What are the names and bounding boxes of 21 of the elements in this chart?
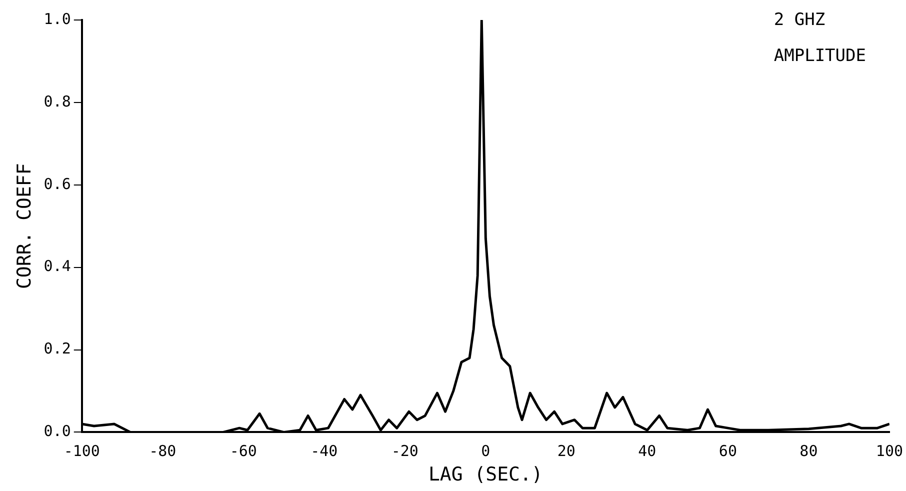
x-tick-label: -80 [149,442,176,460]
y-tick-label: 0.6 [44,174,71,193]
x-tick-label: 0 [481,442,490,460]
y-tick-label: 0.0 [44,422,71,440]
y-tick-label: 1.0 [44,10,71,28]
x-tick-label: -40 [310,442,338,460]
x-tick-label: 40 [638,442,656,460]
y-tick-label: 0.2 [44,340,71,358]
y-tick-label: 0.8 [44,92,71,110]
x-tick-label: 60 [718,442,737,460]
x-tick-label: 20 [557,442,576,460]
x-axis-title: LAG (SEC.) [428,464,543,486]
x-tick-label: 100 [876,442,903,460]
x-tick-label: 80 [800,442,818,460]
y-axis-title: CORR. COEFF [13,163,36,290]
annotation: AMPLITUDE [774,45,866,68]
x-tick-label: -20 [391,442,418,460]
y-tick-label: 0.4 [44,257,71,276]
x-tick-label: -100 [64,442,100,460]
x-tick-label: -60 [230,442,257,460]
annotation: 2 GHZ [774,9,826,32]
